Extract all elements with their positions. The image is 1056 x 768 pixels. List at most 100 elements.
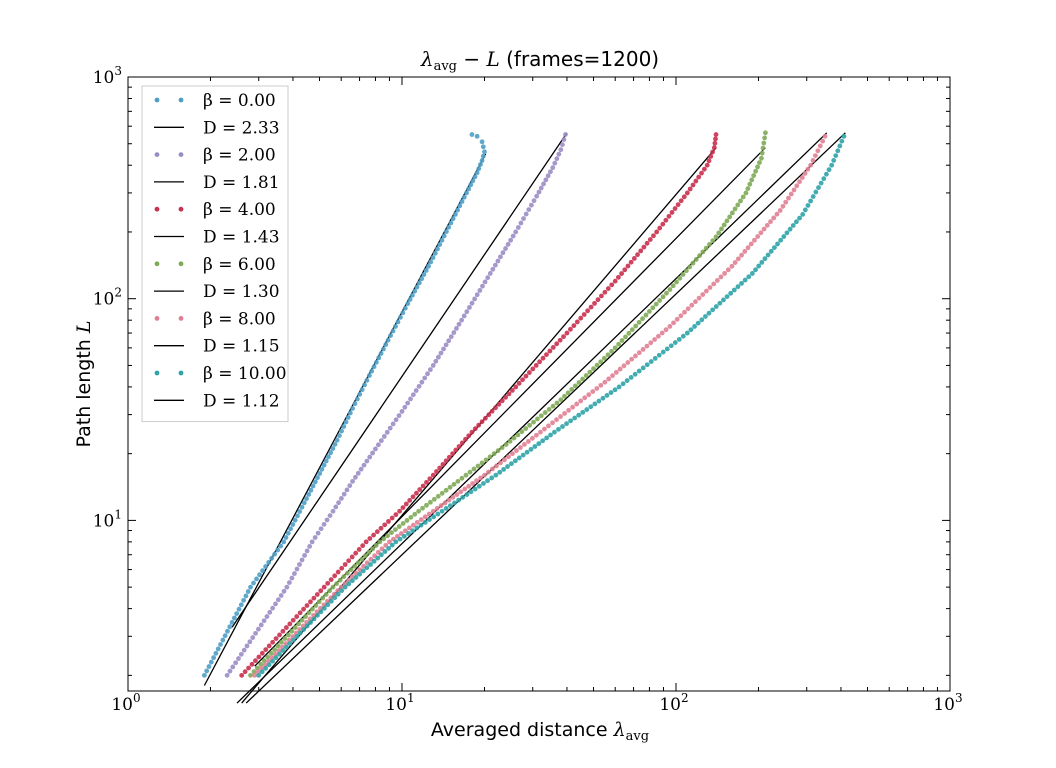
data-point	[735, 284, 741, 290]
data-point	[532, 444, 538, 449]
data-point	[675, 202, 681, 208]
data-point	[747, 181, 753, 187]
data-point	[753, 168, 759, 174]
data-point	[526, 207, 532, 213]
data-point	[771, 215, 777, 221]
data-point	[357, 391, 363, 397]
data-point	[556, 151, 562, 157]
legend-label: β = 0.00	[203, 91, 276, 111]
data-point	[822, 133, 828, 139]
data-point	[378, 351, 384, 356]
data-point	[283, 644, 289, 650]
data-point	[381, 434, 387, 439]
data-point	[487, 454, 493, 460]
data-point	[509, 461, 514, 467]
data-point	[626, 330, 632, 336]
data-point	[781, 234, 787, 239]
data-point	[345, 415, 351, 420]
data-point	[236, 606, 242, 612]
data-point	[633, 353, 638, 359]
data-point	[357, 571, 363, 577]
data-point	[608, 390, 614, 395]
data-point	[245, 589, 251, 594]
data-point	[312, 479, 318, 485]
data-point	[467, 469, 473, 475]
data-point	[452, 500, 457, 506]
data-point	[246, 665, 251, 671]
data-point	[674, 316, 680, 322]
data-point	[253, 630, 258, 636]
data-point	[722, 270, 728, 276]
data-point	[550, 165, 556, 171]
data-point	[233, 660, 239, 666]
data-point	[499, 445, 505, 450]
data-point	[545, 173, 551, 179]
data-point	[554, 400, 560, 406]
data-point	[236, 656, 241, 661]
data-point	[474, 133, 480, 139]
data-point	[538, 429, 543, 435]
data-point	[687, 186, 693, 192]
data-point	[208, 659, 214, 665]
data-point	[576, 380, 582, 385]
data-point	[745, 186, 751, 191]
data-point	[418, 522, 424, 528]
data-point	[482, 149, 487, 155]
data-point	[544, 352, 549, 357]
data-point	[286, 637, 292, 643]
data-point	[625, 263, 631, 269]
data-point	[613, 369, 619, 375]
data-point	[699, 170, 704, 176]
data-point	[472, 426, 478, 432]
data-point	[294, 634, 300, 639]
data-point	[590, 389, 596, 394]
data-point	[281, 539, 287, 545]
data-point	[378, 525, 384, 531]
data-point	[696, 174, 702, 180]
data-point	[303, 614, 308, 619]
data-point	[506, 454, 511, 460]
data-point	[432, 250, 438, 256]
data-point	[566, 407, 572, 413]
data-point	[272, 647, 277, 653]
data-point	[309, 539, 315, 545]
data-point	[542, 426, 547, 432]
data-point	[516, 380, 522, 386]
data-point	[729, 210, 735, 216]
data-point	[771, 245, 777, 251]
data-point	[471, 466, 477, 472]
legend-marker	[178, 97, 184, 103]
data-point	[300, 623, 306, 629]
data-point	[833, 153, 839, 158]
fit-line	[245, 132, 846, 704]
data-point	[745, 245, 751, 251]
data-point	[805, 166, 811, 172]
data-point	[514, 448, 519, 453]
data-point	[419, 379, 425, 385]
data-point	[349, 578, 355, 584]
data-point	[538, 185, 544, 191]
data-point	[623, 334, 628, 340]
data-point	[315, 530, 321, 536]
data-point	[347, 483, 353, 489]
data-point	[487, 271, 493, 276]
data-point	[306, 610, 312, 616]
data-point	[485, 275, 491, 281]
data-point	[364, 458, 370, 464]
data-point	[417, 487, 423, 492]
data-point	[341, 424, 347, 429]
data-point	[802, 171, 808, 176]
data-point	[605, 286, 611, 291]
data-point	[426, 263, 431, 269]
legend-label: β = 10.00	[203, 364, 287, 384]
data-point	[668, 343, 674, 349]
data-point	[292, 625, 298, 630]
data-point	[278, 593, 284, 598]
data-point	[641, 244, 647, 250]
data-point	[664, 346, 670, 352]
data-point	[433, 358, 439, 364]
data-point	[628, 259, 634, 265]
data-point	[469, 300, 475, 306]
data-point	[248, 584, 253, 590]
data-point	[515, 432, 521, 438]
